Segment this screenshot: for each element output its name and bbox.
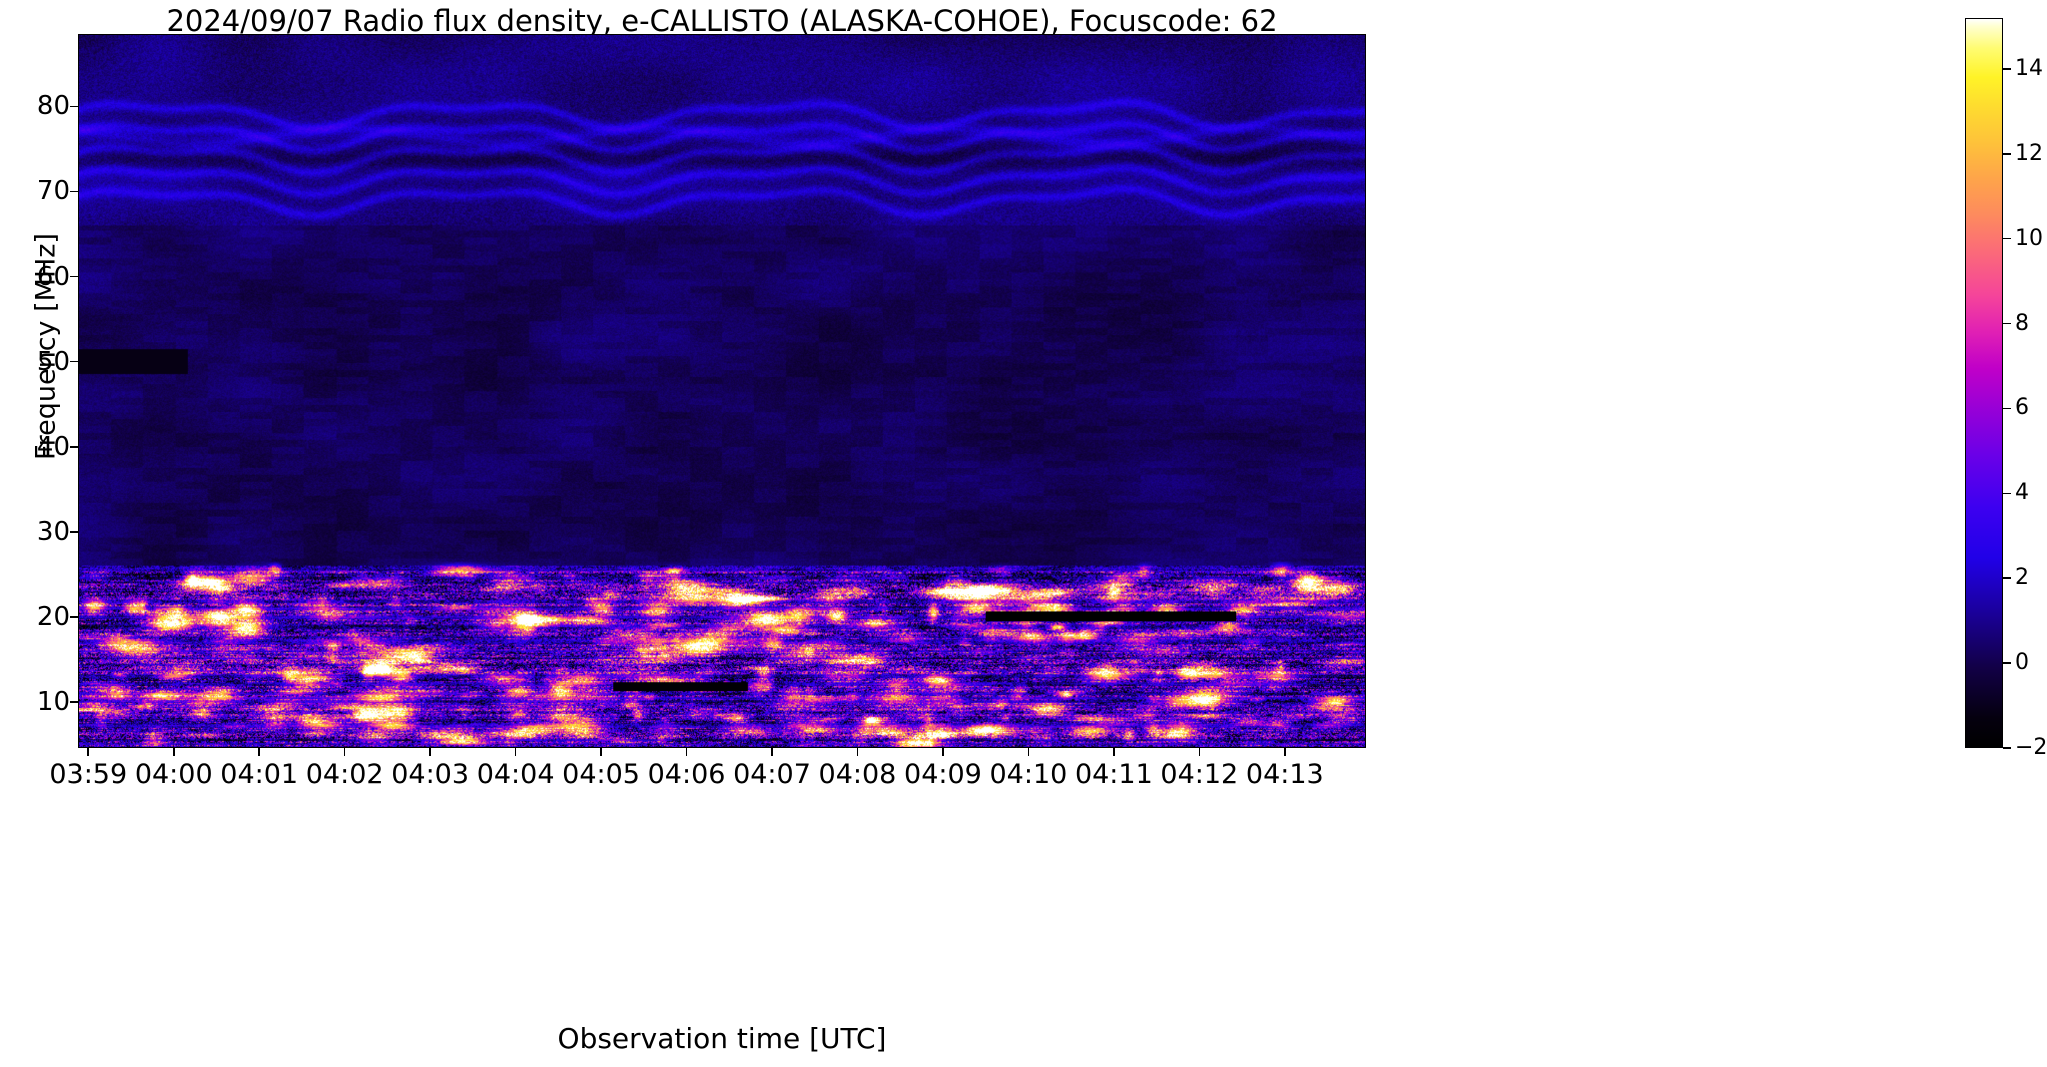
colorbar-tick-mark xyxy=(2003,153,2011,155)
x-tick-label: 04:03 xyxy=(391,759,470,790)
colorbar-tick-mark xyxy=(2003,747,2011,749)
y-tick-label: 80 xyxy=(36,91,70,122)
x-tick-mark xyxy=(514,748,517,756)
x-tick-mark xyxy=(771,748,773,756)
y-tick-mark xyxy=(70,531,78,533)
y-tick-label: 20 xyxy=(36,601,70,632)
x-axis-label: Observation time [UTC] xyxy=(557,1022,887,1055)
colorbar-tick-label: 4 xyxy=(2015,480,2029,506)
y-tick-label: 70 xyxy=(36,176,70,207)
colorbar-tick-mark xyxy=(2003,68,2011,70)
y-tick-mark xyxy=(70,275,78,278)
y-tick-mark xyxy=(70,701,78,703)
colorbar-tick-mark xyxy=(2003,237,2011,240)
x-tick-label: 04:09 xyxy=(904,759,982,790)
page-title: 2024/09/07 Radio flux density, e-CALLIST… xyxy=(166,4,1278,38)
x-tick-mark xyxy=(343,748,346,756)
y-tick-label: 60 xyxy=(36,261,70,292)
x-tick-mark xyxy=(1198,748,1201,756)
x-tick-label: 04:10 xyxy=(989,759,1068,790)
x-tick-mark xyxy=(1113,748,1115,756)
x-tick-mark xyxy=(1284,748,1286,756)
colorbar-tick-mark xyxy=(2003,577,2011,580)
y-tick-mark xyxy=(70,105,78,108)
x-tick-mark xyxy=(600,748,602,756)
x-tick-mark xyxy=(685,748,688,756)
x-tick-mark xyxy=(172,748,175,756)
colorbar-tick-mark xyxy=(2003,407,2011,410)
y-tick-label: 50 xyxy=(36,346,70,377)
x-tick-mark xyxy=(258,748,260,756)
x-tick-mark xyxy=(856,748,859,756)
x-tick-label: 03:59 xyxy=(49,759,128,790)
colorbar-tick-label: −2 xyxy=(2015,735,2047,760)
x-tick-mark xyxy=(1027,748,1030,756)
y-axis-label: Frequency [MHz] xyxy=(30,233,62,460)
colorbar-tick-mark xyxy=(2003,662,2011,664)
dynamic-spectrum-image xyxy=(79,35,1365,747)
colorbar-tick-label: 6 xyxy=(2015,395,2029,421)
x-tick-label: 04:13 xyxy=(1245,759,1324,790)
colorbar-tick-mark xyxy=(2003,492,2011,495)
x-tick-label: 04:05 xyxy=(562,759,640,790)
y-tick-label: 30 xyxy=(36,516,70,547)
colorbar-gradient xyxy=(1965,18,2003,748)
x-tick-mark xyxy=(942,748,944,756)
x-tick-label: 04:02 xyxy=(305,759,384,790)
colorbar-tick-mark xyxy=(2003,322,2011,325)
colorbar-tick-label: 0 xyxy=(2015,650,2029,676)
x-tick-label: 04:01 xyxy=(220,759,299,790)
y-tick-mark xyxy=(70,360,78,363)
colorbar-tick-label: 8 xyxy=(2015,310,2029,336)
x-tick-label: 04:12 xyxy=(1160,759,1239,790)
x-tick-label: 04:00 xyxy=(134,759,213,790)
x-tick-label: 04:07 xyxy=(733,759,811,790)
colorbar-tick-label: 10 xyxy=(2015,225,2043,251)
x-tick-mark xyxy=(87,748,90,756)
y-tick-mark xyxy=(70,190,78,193)
x-tick-label: 04:06 xyxy=(647,759,726,790)
colorbar-tick-label: 14 xyxy=(2015,55,2043,81)
y-tick-mark xyxy=(70,616,78,618)
x-tick-label: 04:08 xyxy=(818,759,897,790)
x-tick-mark xyxy=(429,748,431,756)
x-tick-label: 04:11 xyxy=(1074,759,1153,790)
colorbar-tick-label: 2 xyxy=(2015,565,2029,591)
y-tick-mark xyxy=(70,445,78,448)
spectrogram-plot-area xyxy=(78,34,1366,748)
x-tick-label: 04:04 xyxy=(476,759,555,790)
y-tick-label: 10 xyxy=(36,687,70,718)
y-tick-label: 40 xyxy=(36,431,70,462)
colorbar-tick-label: 12 xyxy=(2015,140,2043,166)
